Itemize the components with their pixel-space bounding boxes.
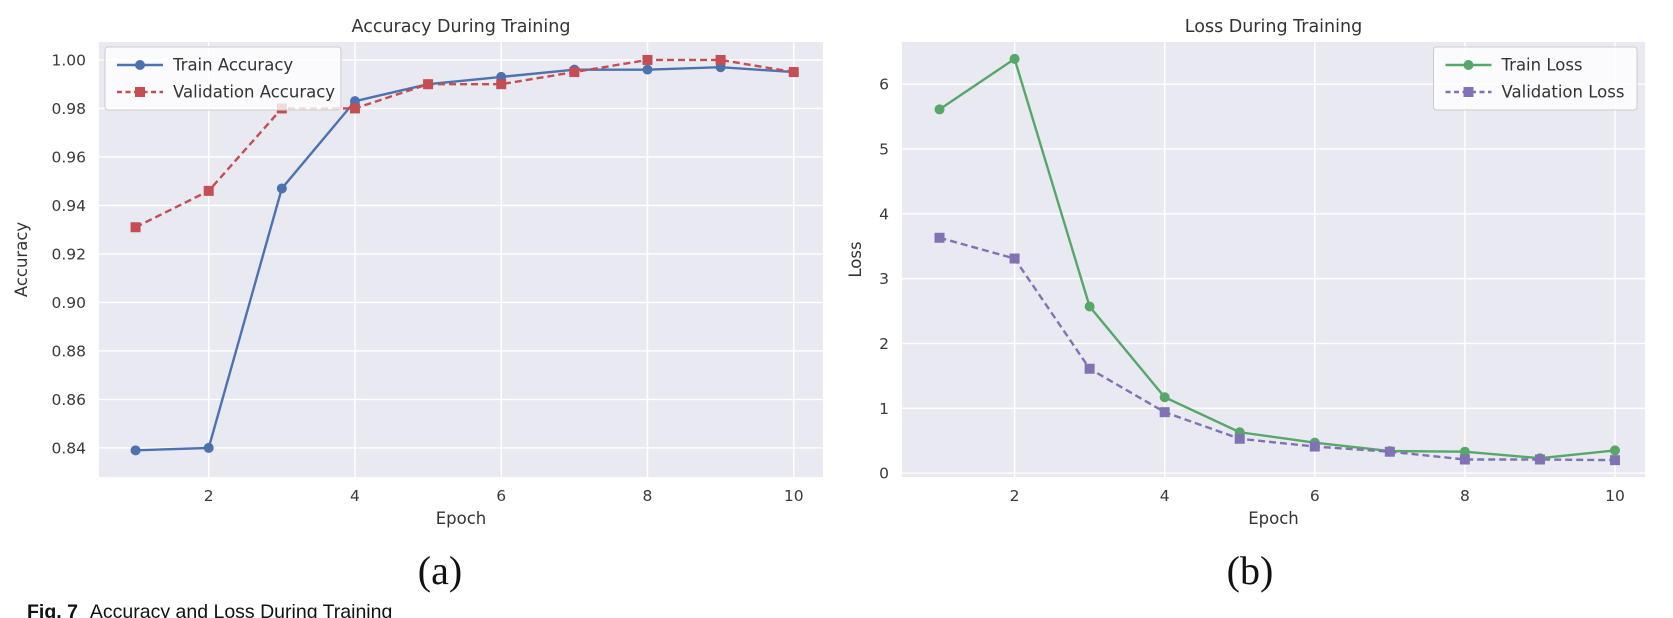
legend-marker	[135, 60, 145, 70]
data-point-marker	[130, 445, 141, 456]
data-point-marker	[1234, 433, 1245, 444]
svg-text:0.86: 0.86	[51, 391, 86, 409]
svg-text:4: 4	[1160, 487, 1170, 505]
data-point-marker	[934, 104, 945, 115]
data-point-marker	[642, 64, 653, 75]
data-point-marker	[1159, 407, 1170, 418]
data-point-marker	[1084, 363, 1095, 374]
svg-text:2: 2	[204, 487, 214, 505]
data-point-marker	[788, 67, 799, 78]
data-point-marker	[203, 185, 214, 196]
data-point-marker	[715, 54, 726, 65]
caption-text: Accuracy and Loss During Training	[89, 601, 393, 618]
svg-text:0.98: 0.98	[51, 100, 86, 118]
loss-series-validation-loss	[934, 232, 1620, 466]
svg-text:2: 2	[879, 335, 889, 353]
data-point-marker	[1459, 454, 1470, 465]
data-point-marker	[349, 103, 360, 114]
loss-legend-label: Validation Loss	[1502, 83, 1625, 102]
svg-text:6: 6	[1310, 487, 1320, 505]
svg-text:10: 10	[784, 487, 804, 505]
data-point-marker	[130, 222, 141, 233]
svg-text:0.96: 0.96	[51, 148, 86, 166]
data-point-marker	[1609, 455, 1620, 466]
accuracy-x-axis-label: Epoch	[436, 509, 487, 528]
loss-y-tick-labels: 0 1 2 3 4 5 6	[879, 76, 889, 483]
svg-text:2: 2	[1010, 487, 1020, 505]
svg-text:10: 10	[1605, 487, 1625, 505]
svg-text:8: 8	[1460, 487, 1470, 505]
svg-text:4: 4	[879, 205, 889, 223]
svg-text:1.00: 1.00	[51, 51, 86, 69]
loss-legend: Train Loss Validation Loss	[1433, 46, 1638, 111]
loss-x-axis-label: Epoch	[1248, 509, 1299, 528]
data-point-marker	[934, 232, 945, 243]
svg-text:4: 4	[350, 487, 360, 505]
accuracy-legend: Train Accuracy Validation Accuracy	[104, 46, 342, 111]
accuracy-plot-area	[99, 42, 823, 477]
accuracy-y-tick-labels: 0.84 0.86 0.88 0.90 0.92 0.94 0.96 0.98 1.00	[51, 51, 86, 457]
data-point-marker	[1009, 53, 1020, 64]
data-point-marker	[1159, 392, 1170, 403]
svg-text:6: 6	[879, 76, 889, 94]
loss-legend-box	[1433, 46, 1638, 111]
loss-y-axis-label: Loss	[846, 241, 865, 277]
accuracy-legend-box	[104, 46, 342, 111]
svg-text:0.88: 0.88	[51, 342, 86, 360]
accuracy-legend-label: Train Accuracy	[172, 56, 293, 75]
data-point-marker	[496, 79, 507, 90]
svg-text:6: 6	[496, 487, 506, 505]
data-point-marker	[1309, 441, 1320, 452]
svg-text:0: 0	[879, 465, 889, 483]
svg-text:0.92: 0.92	[51, 245, 86, 263]
data-point-marker	[203, 442, 214, 453]
data-point-marker	[1459, 446, 1470, 457]
panel-a-label: (a)	[417, 548, 463, 593]
legend-marker	[135, 87, 145, 97]
data-point-marker	[569, 67, 580, 78]
data-point-marker	[423, 79, 434, 90]
accuracy-chart: 2 4 6 8 10 0.84 0.86 0.88 0.90 0.92 0.94 0.96 0.98 1.…	[12, 17, 823, 528]
accuracy-legend-label: Validation Accuracy	[173, 83, 335, 102]
svg-text:0.94: 0.94	[51, 197, 86, 215]
data-point-marker	[1009, 253, 1020, 264]
loss-chart-title: Loss During Training	[1185, 17, 1362, 37]
accuracy-x-tick-labels: 2 4 6 8 10	[204, 487, 804, 505]
data-point-marker	[1609, 445, 1620, 456]
loss-panel: 2 4 6 8 10 0 1 2 3 4 5 6 Loss During Training Epoch Lo…	[845, 0, 1673, 589]
legend-marker	[1463, 60, 1474, 70]
loss-plot-area	[902, 42, 1645, 477]
data-point-marker	[642, 54, 653, 65]
accuracy-chart-title: Accuracy During Training	[352, 17, 571, 37]
svg-text:0.84: 0.84	[51, 439, 86, 457]
data-point-marker	[1084, 301, 1095, 312]
svg-text:8: 8	[643, 487, 653, 505]
data-point-marker	[1384, 446, 1395, 457]
figure-caption: Fig. 7 Accuracy and Loss During Training	[27, 601, 392, 618]
loss-legend-label: Train Loss	[1501, 56, 1583, 75]
panel-b-label: (b)	[1226, 548, 1274, 593]
data-point-marker	[276, 183, 287, 194]
svg-text:1: 1	[879, 400, 889, 418]
accuracy-panel: 2 4 6 8 10 0.84 0.86 0.88 0.90 0.92 0.94 0.96 0.98 1.…	[0, 0, 845, 589]
data-point-marker	[1534, 454, 1545, 465]
accuracy-gridlines	[99, 42, 823, 477]
caption-number: Fig. 7	[27, 601, 78, 618]
svg-text:0.90: 0.90	[51, 294, 86, 312]
svg-text:3: 3	[879, 270, 889, 288]
legend-marker	[1463, 87, 1474, 97]
accuracy-y-axis-label: Accuracy	[12, 222, 31, 298]
loss-x-tick-labels: 2 4 6 8 10	[1010, 487, 1625, 505]
svg-text:5: 5	[879, 140, 889, 158]
loss-chart: 2 4 6 8 10 0 1 2 3 4 5 6 Loss During Training Epoch Lo…	[846, 17, 1645, 528]
